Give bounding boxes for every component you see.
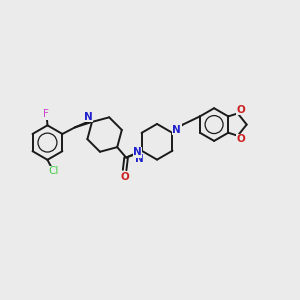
Text: Cl: Cl — [48, 166, 59, 176]
Text: O: O — [120, 172, 129, 182]
Text: F: F — [43, 109, 49, 119]
Text: N: N — [172, 125, 181, 135]
Text: O: O — [237, 134, 246, 144]
Text: N: N — [84, 112, 92, 122]
Text: N: N — [133, 147, 142, 157]
Text: N: N — [135, 154, 144, 164]
Text: O: O — [237, 105, 246, 115]
